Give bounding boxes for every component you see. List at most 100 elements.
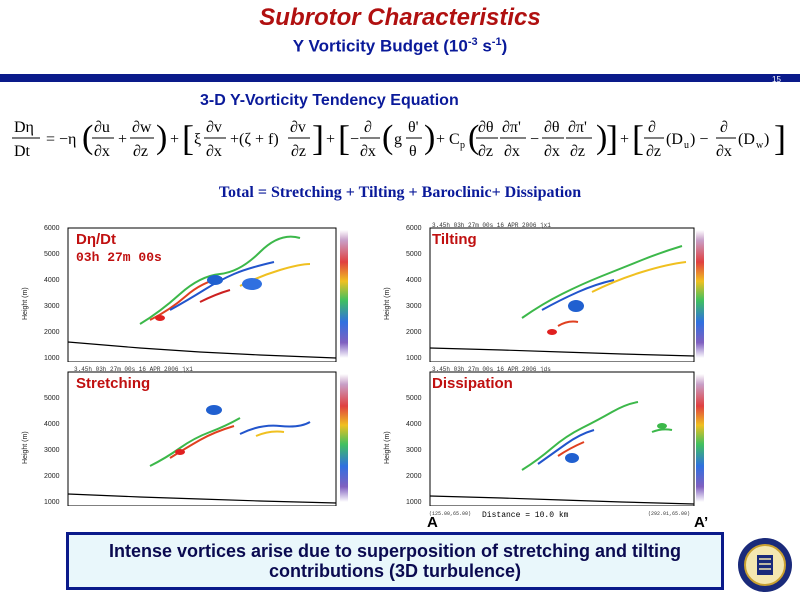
y-axis-label: Height (m)	[384, 431, 391, 464]
svg-text:∂x: ∂x	[544, 143, 560, 160]
y-tick: 4000	[44, 277, 60, 284]
svg-text:∂π': ∂π'	[502, 119, 521, 136]
svg-text:+: +	[620, 131, 629, 148]
svg-text:∂: ∂	[720, 119, 728, 136]
svg-text:∂x: ∂x	[360, 143, 376, 160]
subtitle-prefix: Y Vorticity Budget (10	[292, 36, 468, 56]
cross-section-end: A’	[694, 514, 709, 531]
svg-text:ξ: ξ	[194, 131, 201, 148]
panel-dissipation: 3.45h 03h 27m 00s 16 APR 2006 jds 5000 4…	[362, 366, 718, 506]
svg-text:∂: ∂	[648, 119, 656, 136]
panel-label: Dη/Dt	[76, 231, 116, 248]
panel-header: 3.45h 03h 27m 00s 16 APR 2006 jds	[432, 366, 551, 373]
svg-text:∂π': ∂π'	[568, 119, 587, 136]
svg-text:∂: ∂	[364, 119, 372, 136]
colorbar	[696, 230, 704, 358]
svg-text:(D: (D	[666, 131, 683, 148]
panel-header: 3.45h 03h 27m 00s 16 APR 2006 jx1	[74, 366, 193, 373]
slide-title: Subrotor Characteristics	[259, 4, 541, 31]
y-tick: 3000	[44, 303, 60, 310]
subtitle-mid: s	[477, 36, 492, 56]
svg-text:= −η: = −η	[46, 131, 76, 148]
y-tick: 3000	[406, 303, 422, 310]
y-tick: 4000	[44, 421, 60, 428]
colorbar	[696, 374, 704, 502]
budget-summary: Total = Stretching + Tilting + Baroclini…	[218, 184, 582, 201]
svg-text:∂z: ∂z	[646, 143, 661, 160]
svg-text:(: (	[82, 119, 93, 156]
y-tick: 5000	[44, 395, 60, 402]
panel-plot	[429, 227, 695, 362]
svg-text:u: u	[684, 140, 689, 151]
panel-time: 03h 27m 00s	[76, 250, 162, 265]
svg-text:+: +	[118, 131, 127, 148]
svg-text:Dη: Dη	[14, 119, 34, 136]
svg-text:−: −	[530, 131, 539, 148]
y-tick: 5000	[406, 395, 422, 402]
y-tick: 3000	[406, 447, 422, 454]
svg-text:w: w	[756, 140, 764, 151]
subtitle-exp2: -1	[491, 36, 502, 48]
svg-text:]: ]	[606, 118, 618, 158]
panel-label: Tilting	[432, 231, 477, 248]
svg-text:∂z: ∂z	[570, 143, 585, 160]
svg-text:∂x: ∂x	[94, 143, 110, 160]
y-axis-label: Height (m)	[22, 431, 29, 464]
svg-text:∂v: ∂v	[206, 119, 222, 136]
slide-subtitle: Y Vorticity Budget (10-3 s-1)	[0, 36, 800, 57]
y-tick: 1000	[406, 499, 422, 506]
svg-text:): )	[764, 131, 769, 148]
svg-text:+(ζ + f): +(ζ + f)	[230, 131, 279, 148]
svg-text:∂v: ∂v	[290, 119, 306, 136]
colorbar	[340, 374, 348, 502]
panel-stretching: 3.45h 03h 27m 00s 16 APR 2006 jx1 5000 4…	[0, 366, 356, 506]
y-tick: 5000	[406, 251, 422, 258]
svg-text:(: (	[382, 119, 393, 156]
svg-text:[: [	[338, 118, 350, 158]
svg-text:∂θ: ∂θ	[478, 119, 494, 136]
distance-label: Distance = 10.0 km	[482, 511, 569, 520]
svg-text:) −: ) −	[690, 131, 708, 148]
equation-title: 3-D Y-Vorticity Tendency Equation	[200, 92, 459, 109]
svg-text:+: +	[170, 131, 179, 148]
y-tick: 5000	[44, 251, 60, 258]
svg-text:∂x: ∂x	[206, 143, 222, 160]
conclusion-callout: Intense vortices arise due to superposit…	[66, 532, 724, 590]
panel-total-tendency: 6000 5000 4000 3000 2000 1000 Height (m)…	[0, 222, 356, 362]
svg-text:∂u: ∂u	[94, 119, 110, 136]
svg-text:Dt: Dt	[14, 143, 31, 160]
svg-text:(D: (D	[738, 131, 755, 148]
svg-text:g: g	[394, 131, 402, 148]
conclusion-text: Intense vortices arise due to superposit…	[108, 541, 682, 581]
svg-text:+: +	[326, 131, 335, 148]
y-axis-label: Height (m)	[22, 287, 29, 320]
y-tick: 6000	[44, 225, 60, 232]
y-tick: 4000	[406, 421, 422, 428]
panel-header: 3.45h 03h 27m 00s 16 APR 2006 jx1	[432, 222, 551, 229]
svg-text:∂z: ∂z	[291, 143, 306, 160]
svg-text:∂x: ∂x	[716, 143, 732, 160]
panel-tilting: 3.45h 03h 27m 00s 16 APR 2006 jx1 6000 5…	[362, 222, 718, 362]
y-tick: 6000	[406, 225, 422, 232]
panel-plot	[67, 371, 337, 506]
svg-text:): )	[596, 119, 607, 156]
subtitle-exp1: -3	[467, 36, 478, 48]
panel-plot	[67, 227, 337, 362]
svg-text:(: (	[468, 119, 479, 156]
svg-text:p: p	[460, 140, 465, 151]
coord-right: (292.01,65.00)	[648, 511, 691, 517]
header-rule	[0, 74, 800, 82]
svg-text:): )	[156, 119, 167, 156]
coord-left: (125.00,65.00)	[429, 511, 472, 517]
svg-text:∂z: ∂z	[478, 143, 493, 160]
y-tick: 4000	[406, 277, 422, 284]
y-tick: 1000	[44, 499, 60, 506]
svg-text:−: −	[350, 131, 359, 148]
institution-seal-icon	[738, 538, 792, 592]
svg-text:∂x: ∂x	[504, 143, 520, 160]
colorbar	[340, 230, 348, 358]
svg-text:∂z: ∂z	[133, 143, 148, 160]
y-tick: 1000	[44, 355, 60, 362]
panel-plot	[429, 371, 695, 506]
